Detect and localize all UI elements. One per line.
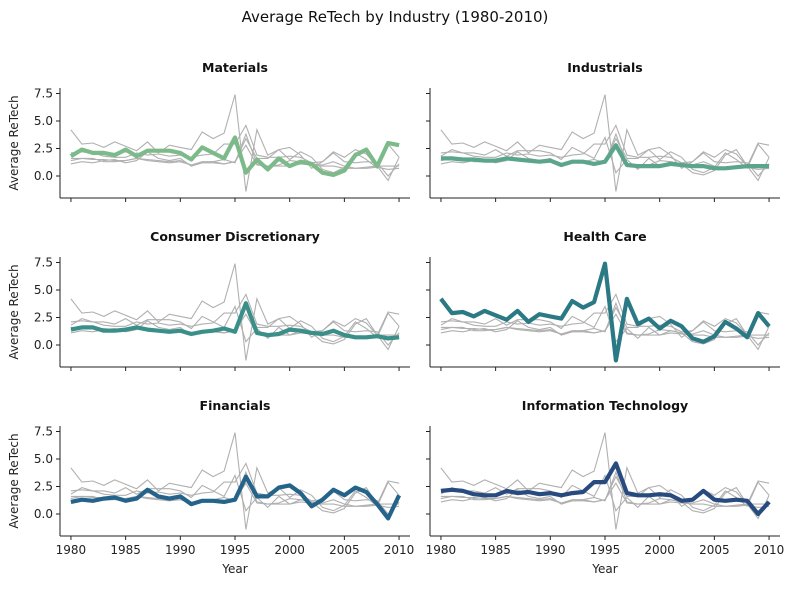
series-line-information-technology bbox=[440, 461, 771, 517]
y-tick-label: 0.0 bbox=[34, 507, 53, 521]
series-line-industrials bbox=[440, 143, 770, 171]
panel-materials: Materials 0.0 2.5 5.0 7.5 Average ReTech bbox=[7, 60, 410, 202]
x-tick-label: 1995 bbox=[590, 543, 621, 557]
y-tick-label: 7.5 bbox=[34, 256, 53, 270]
series-line-financials bbox=[70, 474, 401, 521]
background-series-line bbox=[440, 293, 770, 346]
x-tick-label: 1990 bbox=[165, 543, 196, 557]
y-axis-label: Average ReTech bbox=[7, 264, 21, 359]
y-axis-label: Average ReTech bbox=[7, 433, 21, 528]
background-series-line bbox=[70, 293, 400, 346]
panel-title: Consumer Discretionary bbox=[150, 229, 320, 244]
y-tick-label: 0.0 bbox=[34, 169, 53, 183]
panel-industrials: Industrials bbox=[426, 60, 780, 202]
y-tick-label: 7.5 bbox=[34, 87, 53, 101]
panel-title: Materials bbox=[202, 60, 268, 75]
x-tick-label: 2005 bbox=[329, 543, 360, 557]
series-line-materials bbox=[69, 135, 400, 177]
x-tick-label: 1990 bbox=[535, 543, 566, 557]
background-series-line bbox=[440, 474, 770, 514]
x-tick-label: 2005 bbox=[699, 543, 730, 557]
series-line-consumer-discretionary bbox=[70, 301, 400, 341]
panel-title: Information Technology bbox=[522, 398, 688, 413]
panel-information-technology: Information Technology 1980 1985 1990 1995 20… bbox=[426, 398, 785, 576]
background-series-line bbox=[440, 432, 770, 530]
y-tick-label: 5.0 bbox=[34, 283, 53, 297]
x-tick-label: 1985 bbox=[110, 543, 141, 557]
y-tick-label: 0.0 bbox=[34, 338, 53, 352]
background-series-line bbox=[440, 475, 770, 520]
background-series-line bbox=[70, 263, 400, 361]
y-tick-label: 7.5 bbox=[34, 425, 53, 439]
y-tick-label: 2.5 bbox=[34, 142, 53, 156]
x-tick-label: 2000 bbox=[274, 543, 305, 557]
y-tick-label: 5.0 bbox=[34, 114, 53, 128]
series-line-health-care bbox=[439, 261, 771, 363]
y-tick-label: 2.5 bbox=[34, 311, 53, 325]
background-series-line bbox=[70, 474, 400, 514]
x-tick-label: 1980 bbox=[56, 543, 87, 557]
background-series-line bbox=[70, 305, 400, 345]
panel-health-care: Health Care bbox=[426, 229, 780, 371]
x-tick-label: 1995 bbox=[220, 543, 251, 557]
x-axis-label: Year bbox=[591, 562, 617, 576]
background-series-line bbox=[440, 136, 770, 176]
x-tick-label: 1980 bbox=[426, 543, 457, 557]
background-series-line bbox=[440, 305, 770, 345]
background-series-line bbox=[440, 124, 770, 177]
x-tick-label: 2010 bbox=[384, 543, 415, 557]
y-tick-label: 2.5 bbox=[34, 480, 53, 494]
chart-title: Average ReTech by Industry (1980-2010) bbox=[242, 8, 549, 26]
x-axis-label: Year bbox=[221, 562, 247, 576]
background-series-line bbox=[70, 137, 400, 182]
background-series-line bbox=[70, 462, 400, 515]
panel-title: Financials bbox=[200, 398, 271, 413]
x-tick-label: 2010 bbox=[754, 543, 785, 557]
background-series-line bbox=[70, 432, 400, 530]
background-series-line bbox=[70, 132, 400, 170]
background-series-line bbox=[440, 94, 770, 192]
background-series-line bbox=[440, 306, 770, 351]
panel-consumer-discretionary: Consumer Discretionary 0.0 2.5 5.0 7.5 Averag… bbox=[7, 229, 410, 371]
panel-title: Health Care bbox=[563, 229, 646, 244]
background-series-line bbox=[440, 470, 770, 508]
y-axis-label: Average ReTech bbox=[7, 95, 21, 190]
y-tick-label: 5.0 bbox=[34, 452, 53, 466]
panel-title: Industrials bbox=[567, 60, 642, 75]
x-tick-label: 1985 bbox=[480, 543, 511, 557]
panel-financials: Financials 0.0 2.5 5.0 7.5 1980 1985 1990 1995 20… bbox=[7, 398, 414, 576]
x-tick-label: 2000 bbox=[644, 543, 675, 557]
